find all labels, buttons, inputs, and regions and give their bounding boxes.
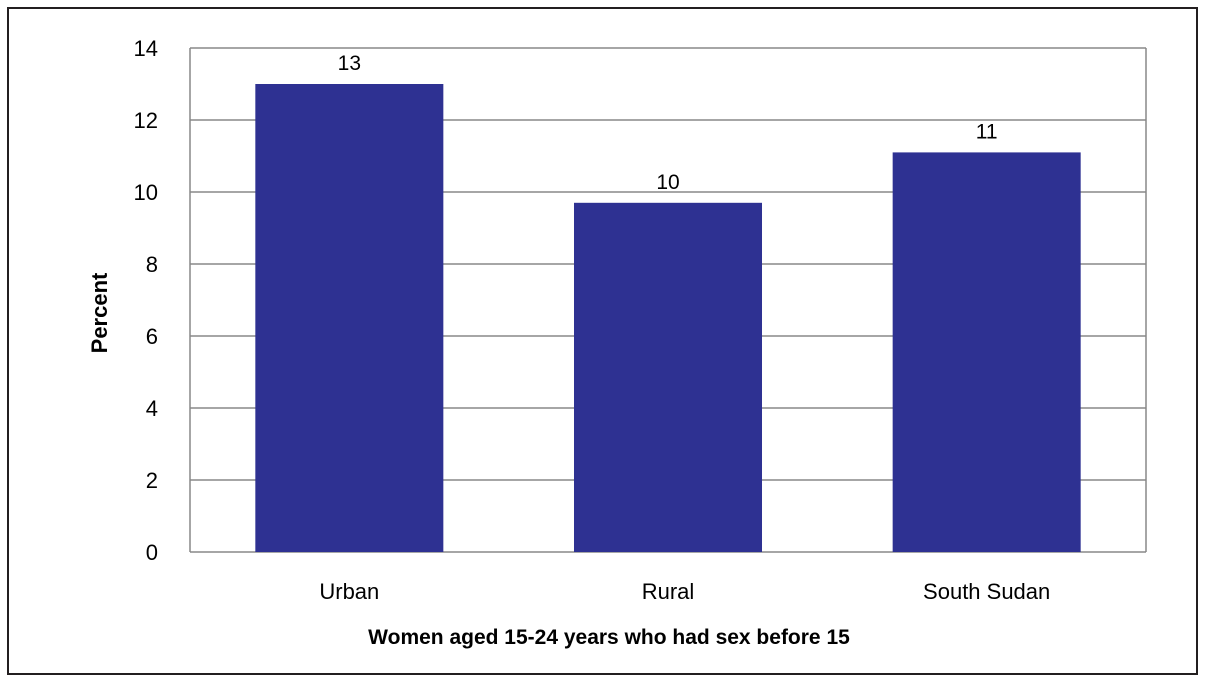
- bar: [255, 84, 444, 552]
- bar: [573, 202, 763, 553]
- y-axis-label: Percent: [87, 272, 112, 353]
- category-label: South Sudan: [923, 579, 1050, 604]
- y-tick-label: 4: [146, 396, 158, 421]
- category-labels: Urban Rural South Sudan: [319, 579, 1050, 604]
- y-tick-label: 10: [134, 180, 158, 205]
- data-label: 10: [656, 171, 679, 194]
- y-tick-labels: 0 2 4 6 8 10 12 14: [134, 36, 158, 565]
- y-tick-label: 2: [146, 468, 158, 493]
- x-axis-label: Women aged 15-24 years who had sex befor…: [368, 626, 850, 649]
- y-tick-label: 6: [146, 324, 158, 349]
- bars: [255, 84, 1081, 553]
- data-label: 13: [338, 52, 361, 75]
- y-tick-label: 8: [146, 252, 158, 277]
- y-tick-label: 14: [134, 36, 158, 61]
- category-label: Urban: [319, 579, 379, 604]
- data-label: 11: [976, 120, 998, 143]
- data-labels: 13 10 11: [338, 52, 998, 194]
- y-tick-label: 12: [134, 108, 158, 133]
- bar: [892, 152, 1081, 552]
- category-label: Rural: [642, 579, 695, 604]
- y-tick-label: 0: [146, 540, 158, 565]
